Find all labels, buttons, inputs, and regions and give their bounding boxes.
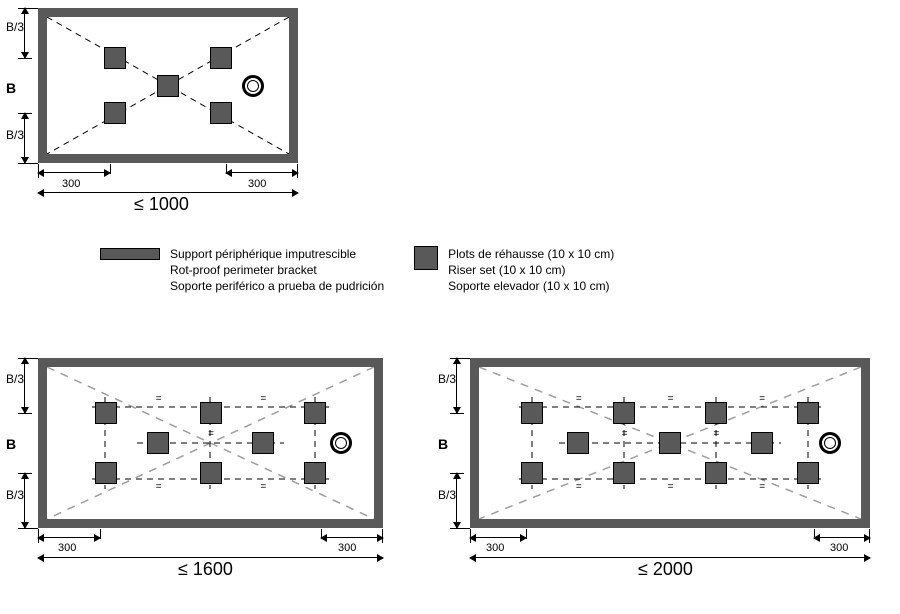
lbl-B3-u: B/3 xyxy=(6,372,24,386)
lbl-B3-l: B/3 xyxy=(438,488,456,502)
dim-300-right xyxy=(226,172,298,173)
eq-mark: = xyxy=(260,393,265,404)
riser-plot xyxy=(659,432,681,454)
dim-B: B xyxy=(6,80,16,96)
riser-plot xyxy=(104,47,126,69)
riser-plot xyxy=(613,402,635,424)
dim-B3-lower xyxy=(456,473,457,528)
lbl-B3-u: B/3 xyxy=(438,372,456,386)
riser-plot xyxy=(705,402,727,424)
dim-B3-upper xyxy=(24,358,25,413)
eq-mark: = xyxy=(156,482,161,493)
legend-bracket-fr: Support périphérique imputrescible xyxy=(170,246,384,262)
legend-bracket-es: Soporte periférico a prueba de pudrición xyxy=(170,278,384,294)
dim-B: B xyxy=(6,436,16,452)
dim-B3-upper xyxy=(456,358,457,413)
diagram-small: B B/3 B/3 300 300 ≤ 1000 xyxy=(38,8,338,218)
eq-mark: = xyxy=(759,482,764,493)
lbl-300r: 300 xyxy=(830,542,848,554)
eq-mark: = xyxy=(156,393,161,404)
riser-plot xyxy=(751,432,773,454)
lbl-300-left: 300 xyxy=(62,178,80,190)
riser-plot xyxy=(304,402,326,424)
dim-B3-lower xyxy=(24,473,25,528)
eq-mark: = xyxy=(576,393,581,404)
eq-mark: = xyxy=(668,482,673,493)
dim-total xyxy=(38,557,383,558)
riser-plot xyxy=(147,432,169,454)
eq-mark: = xyxy=(622,428,627,439)
lbl-B3-l: B/3 xyxy=(6,488,24,502)
riser-icon xyxy=(414,246,438,270)
drain-icon xyxy=(819,432,841,454)
bracket-icon xyxy=(100,248,160,260)
lbl-300r: 300 xyxy=(338,542,356,554)
legend-bracket: Support périphérique imputrescible Rot-p… xyxy=(100,246,384,295)
riser-plot xyxy=(567,432,589,454)
legend-riser-fr: Plots de réhausse (10 x 10 cm) xyxy=(448,246,614,262)
riser-plot xyxy=(613,462,635,484)
riser-plot xyxy=(797,402,819,424)
diagram-large: B B/3 B/3 = = = = = = = = 300 30 xyxy=(470,358,900,588)
lbl-300-right: 300 xyxy=(248,178,266,190)
riser-plot xyxy=(200,402,222,424)
legend-riser-es: Soporte elevador (10 x 10 cm) xyxy=(448,278,614,294)
tray-mid: = = = = = xyxy=(38,358,383,528)
lbl-le1000: ≤ 1000 xyxy=(134,194,189,215)
riser-plot xyxy=(210,102,232,124)
riser-plot xyxy=(252,432,274,454)
lbl-300l: 300 xyxy=(486,542,504,554)
legend-bracket-en: Rot-proof perimeter bracket xyxy=(170,262,384,278)
lbl-le1600: ≤ 1600 xyxy=(178,559,233,580)
diagram-mid: B B/3 B/3 = = = = = 300 300 xyxy=(38,358,428,588)
riser-plot xyxy=(157,75,179,97)
eq-mark: = xyxy=(668,393,673,404)
tray-small xyxy=(38,8,298,163)
lbl-B3-upper: B/3 xyxy=(6,20,24,34)
riser-plot xyxy=(95,462,117,484)
riser-plot xyxy=(304,462,326,484)
dim-total xyxy=(470,557,870,558)
eq-mark: = xyxy=(713,428,718,439)
riser-plot xyxy=(200,462,222,484)
riser-plot xyxy=(797,462,819,484)
riser-plot xyxy=(95,402,117,424)
riser-plot xyxy=(210,47,232,69)
dim-300-left xyxy=(38,172,110,173)
lbl-300l: 300 xyxy=(58,542,76,554)
dim-total xyxy=(38,192,298,193)
dim-B: B xyxy=(438,436,448,452)
legend: Support périphérique imputrescible Rot-p… xyxy=(100,246,614,295)
riser-plot xyxy=(705,462,727,484)
dim-B3-lower xyxy=(24,113,25,163)
dim-300-right xyxy=(814,537,870,538)
dim-300-left xyxy=(38,537,100,538)
eq-mark: = xyxy=(576,482,581,493)
dim-300-left xyxy=(470,537,526,538)
lbl-B3-lower: B/3 xyxy=(6,128,24,142)
dim-300-right xyxy=(321,537,383,538)
legend-riser: Plots de réhausse (10 x 10 cm) Riser set… xyxy=(414,246,614,295)
riser-plot xyxy=(521,462,543,484)
drain-icon xyxy=(242,75,264,97)
dim-B3-upper xyxy=(24,8,25,58)
legend-riser-en: Riser set (10 x 10 cm) xyxy=(448,262,614,278)
tray-large: = = = = = = = = xyxy=(470,358,870,528)
riser-plot xyxy=(104,102,126,124)
riser-plot xyxy=(521,402,543,424)
drain-icon xyxy=(330,432,352,454)
lbl-le2000: ≤ 2000 xyxy=(638,559,693,580)
eq-mark: = xyxy=(260,482,265,493)
eq-mark: = xyxy=(208,428,213,439)
eq-mark: = xyxy=(759,393,764,404)
